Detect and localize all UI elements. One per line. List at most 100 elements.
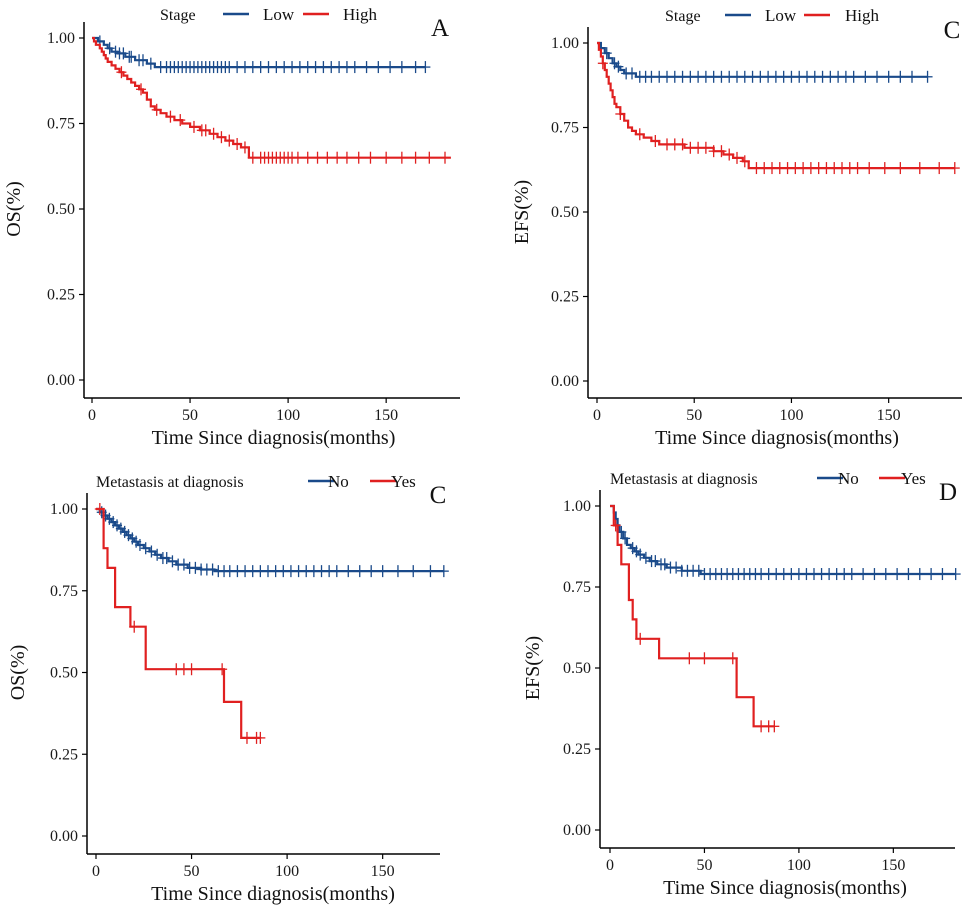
censor-mark-high [292, 151, 303, 164]
x-axis-title: Time Since diagnosis(months) [151, 883, 395, 905]
censor-mark-no [880, 568, 891, 581]
censor-mark-no [620, 532, 631, 545]
censor-mark-low [361, 61, 372, 74]
censor-mark-no [343, 565, 354, 578]
km-curve-low [597, 41, 928, 78]
censor-mark-high [175, 114, 186, 127]
censor-mark-yes [769, 720, 780, 733]
km-curve-no [96, 507, 444, 573]
censor-mark-low [126, 50, 137, 63]
censor-mark-high [597, 57, 608, 70]
y-tick-label: 0.75 [563, 579, 591, 596]
censor-mark-high [864, 162, 875, 175]
y-tick-label: 0.75 [50, 583, 78, 600]
km-curve-low [92, 36, 426, 69]
x-tick-label: 150 [371, 863, 395, 880]
km-curve-yes [610, 504, 775, 728]
x-tick-label: 50 [686, 407, 702, 424]
censor-mark-no [640, 551, 651, 564]
censor-mark-yes [255, 731, 266, 744]
y-tick-label: 0.50 [50, 665, 78, 682]
x-tick-label: 150 [881, 857, 905, 874]
censor-mark-low [373, 61, 384, 74]
censor-mark-no [207, 563, 218, 576]
censor-mark-yes [727, 652, 738, 665]
censor-mark-high [424, 151, 435, 164]
censor-mark-yes [186, 663, 197, 676]
censor-mark-low [396, 61, 407, 74]
legend-label-no: No [328, 472, 349, 491]
x-tick-label: 100 [275, 863, 299, 880]
km-panel-4: 0.00 0.25 0.50 0.75 1.00 0 50 100 150 Time Since … [522, 469, 961, 899]
censor-mark-no [134, 538, 145, 551]
y-tick-label: 1.00 [50, 501, 78, 518]
censor-mark-high [188, 120, 199, 133]
censor-mark-high [716, 145, 727, 158]
y-tick-label: 0.75 [47, 116, 75, 133]
censor-mark-no [858, 568, 869, 581]
censor-mark-no [671, 561, 682, 574]
censor-mark-high [322, 151, 333, 164]
x-tick-label: 0 [92, 863, 100, 880]
censor-mark-high [353, 151, 364, 164]
censor-mark-low [137, 54, 148, 67]
y-tick-label: 1.00 [551, 35, 579, 52]
censor-mark-low [145, 57, 156, 70]
censor-mark-low [907, 70, 917, 83]
y-tick-label: 0.25 [563, 741, 591, 758]
y-tick-label: 1.00 [563, 498, 591, 515]
censor-mark-low [883, 70, 894, 83]
legend-label-low: Low [263, 5, 295, 24]
censor-mark-low [895, 70, 906, 83]
legend-label-high: High [343, 5, 378, 24]
censor-mark-no [693, 564, 704, 577]
censor-mark-low [385, 61, 396, 74]
km-curve-yes [96, 507, 261, 739]
legend-label-high: High [845, 6, 880, 25]
censor-mark-low [613, 60, 624, 73]
legend-label-no: No [838, 469, 859, 488]
censor-mark-high [208, 127, 219, 140]
y-tick-label: 0.00 [50, 828, 78, 845]
censor-mark-low [349, 61, 360, 74]
censor-mark-no [635, 548, 646, 561]
censor-mark-no [331, 565, 342, 578]
km-panel-3: 0.00 0.25 0.50 0.75 1.00 0 50 100 150 Time Since … [7, 472, 449, 905]
censor-mark-no [392, 565, 403, 578]
censor-mark-no [354, 565, 365, 578]
censor-mark-high [440, 151, 450, 164]
x-tick-label: 0 [606, 857, 614, 874]
censor-mark-high [634, 128, 645, 141]
legend-label-low: Low [765, 6, 797, 25]
censor-mark-high [700, 141, 711, 154]
legend-title: Stage [665, 8, 701, 25]
censor-mark-yes [94, 503, 105, 515]
censor-mark-high [852, 162, 863, 175]
censor-mark-high [216, 131, 227, 144]
x-tick-label: 50 [182, 407, 198, 424]
panel-label: C [944, 17, 961, 44]
legend-title: Stage [160, 7, 196, 24]
panel-label: A [431, 15, 449, 42]
censor-mark-high [165, 110, 176, 123]
y-axis-title: EFS(%) [522, 636, 544, 700]
km-curve-high [92, 36, 451, 159]
legend-title: Metastasis at diagnosis [610, 471, 758, 488]
legend-label-yes: Yes [391, 472, 416, 491]
x-tick-label: 100 [779, 407, 803, 424]
censor-mark-yes [684, 652, 695, 665]
censor-mark-high [650, 135, 661, 148]
censor-mark-no [926, 568, 937, 581]
censor-mark-high [312, 151, 323, 164]
km-panel-1: 0.00 0.25 0.50 0.75 1.00 0 50 100 150 Time Since … [3, 5, 460, 449]
censor-mark-no [650, 555, 661, 568]
censor-mark-yes [699, 652, 710, 665]
censor-mark-no [846, 568, 857, 581]
censor-mark-low [420, 61, 431, 74]
censor-mark-high [224, 134, 235, 147]
censor-mark-high [949, 162, 960, 175]
censor-mark-low [601, 47, 612, 60]
censor-mark-high [365, 151, 376, 164]
y-axis-title: EFS(%) [511, 180, 533, 244]
